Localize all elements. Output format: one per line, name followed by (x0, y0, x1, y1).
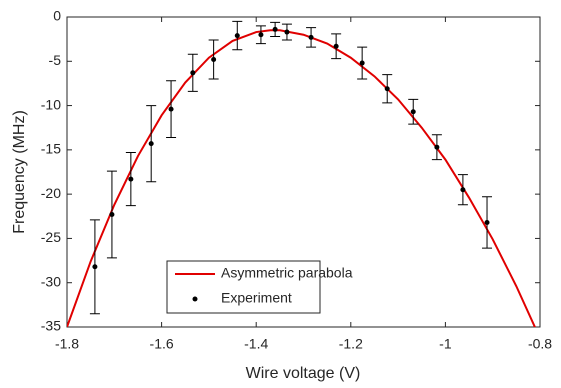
data-point (168, 106, 174, 112)
data-point (308, 34, 314, 40)
data-point (190, 70, 196, 76)
data-point (434, 144, 440, 150)
data-point (359, 60, 365, 66)
y-tick-label: 0 (53, 8, 61, 24)
x-tick-label: -1 (439, 336, 452, 352)
x-tick-label: -1.6 (150, 336, 174, 352)
data-point (460, 187, 466, 193)
data-point (272, 26, 278, 32)
data-point (284, 29, 290, 35)
x-tick-label: -1.4 (244, 336, 268, 352)
data-point (410, 109, 416, 115)
x-tick-label: -1.2 (339, 336, 363, 352)
data-point (92, 264, 98, 270)
data-point (333, 43, 339, 49)
data-point (109, 212, 115, 218)
y-tick-label: -20 (41, 185, 61, 201)
legend-box (166, 260, 321, 314)
x-axis-label: Wire voltage (V) (246, 365, 361, 382)
y-tick-label: -15 (41, 141, 61, 157)
y-tick-label: -35 (41, 318, 61, 334)
y-tick-label: -30 (41, 273, 61, 289)
data-point (128, 176, 134, 182)
y-tick-label: -10 (41, 96, 61, 112)
data-point (258, 32, 264, 38)
legend-label: Experiment (221, 290, 292, 306)
data-point (211, 57, 217, 63)
plot-box (66, 16, 541, 328)
legend-swatch (192, 296, 198, 302)
y-tick-label: -5 (49, 52, 62, 68)
data-point (484, 219, 490, 225)
data-point (384, 86, 390, 92)
data-point (148, 141, 154, 147)
y-tick-label: -25 (41, 229, 61, 245)
data-point (234, 33, 240, 39)
x-tick-label: -0.8 (528, 336, 552, 352)
y-axis-label: Frequency (MHz) (11, 110, 28, 234)
x-tick-label: -1.8 (55, 336, 79, 352)
plot-area (67, 29, 536, 327)
fit-curve (67, 29, 536, 327)
legend-label: Asymmetric parabola (221, 265, 353, 281)
